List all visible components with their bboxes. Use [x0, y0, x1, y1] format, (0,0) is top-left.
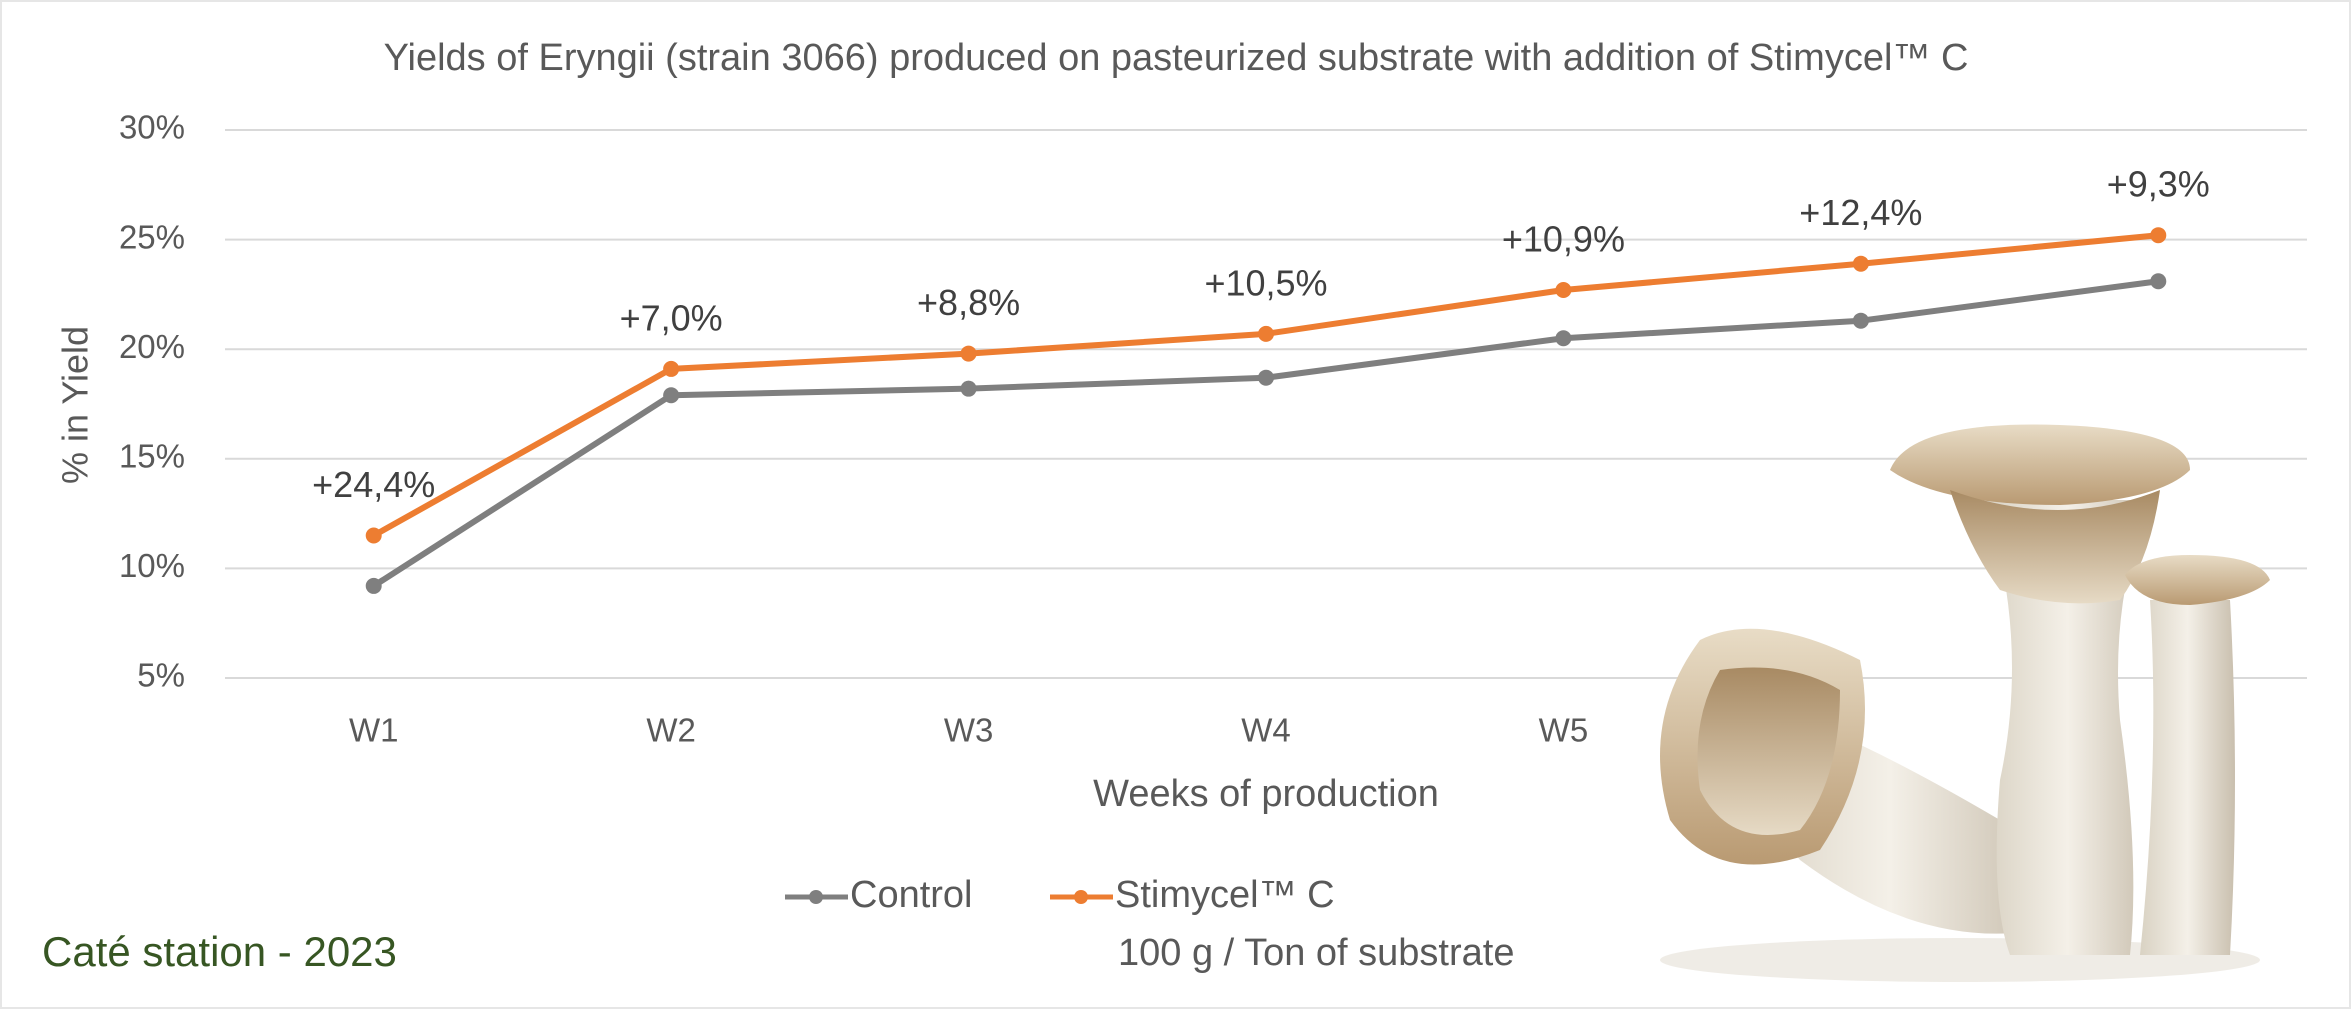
source: Caté station - 2023 — [42, 928, 397, 975]
legend-label: Stimycel™ C — [1115, 874, 1335, 916]
data-point — [960, 345, 977, 362]
y-tick-label: 20% — [119, 328, 185, 365]
annotation: +9,3% — [2107, 164, 2210, 205]
x-tick-label: W3 — [944, 712, 994, 749]
x-axis-label: Weeks of production — [1093, 773, 1439, 815]
annotation: +10,9% — [1502, 219, 1625, 260]
annotation: +24,4% — [312, 464, 435, 505]
data-point — [2150, 227, 2167, 244]
annotation: +8,8% — [917, 282, 1020, 323]
y-tick-label: 5% — [137, 657, 185, 694]
data-point — [2150, 273, 2167, 290]
legend: Control Stimycel™ C 100 g / Ton of subst… — [785, 874, 1514, 974]
data-point — [1555, 330, 1572, 347]
data-point — [1852, 255, 1869, 272]
data-point — [663, 387, 680, 404]
y-tick-label: 25% — [119, 218, 185, 255]
plot-area: 5% 10% 15% 20% 25% 30% W1 W2 W3 W4 W5 +24,4% +7,0% +8… — [119, 109, 2307, 749]
x-tick-label: W5 — [1539, 712, 1589, 749]
data-point — [365, 577, 382, 594]
y-tick-label: 10% — [119, 547, 185, 584]
data-point — [663, 360, 680, 377]
data-point — [1258, 325, 1274, 342]
x-tick-label: W4 — [1241, 712, 1291, 749]
chart-title: Yields of Eryngii (strain 3066) produced… — [384, 37, 1969, 79]
legend-marker — [1074, 890, 1088, 904]
legend-marker — [809, 890, 823, 904]
legend-note: 100 g / Ton of substrate — [1118, 932, 1514, 974]
y-tick-label: 15% — [119, 438, 185, 475]
data-point — [960, 380, 977, 397]
annotation: +12,4% — [1799, 192, 1922, 233]
annotation: +7,0% — [620, 297, 723, 338]
data-point — [1555, 282, 1572, 299]
y-axis-label: % in Yield — [55, 326, 96, 484]
data-point — [365, 527, 382, 544]
y-tick-label: 30% — [119, 109, 185, 146]
legend-label: Control — [850, 874, 973, 916]
data-point — [1852, 312, 1869, 329]
mushroom-illustration — [1660, 424, 2270, 982]
annotation: +10,5% — [1204, 262, 1327, 303]
x-tick-label: W1 — [349, 712, 399, 749]
x-tick-label: W2 — [646, 712, 696, 749]
data-point — [1258, 369, 1274, 386]
